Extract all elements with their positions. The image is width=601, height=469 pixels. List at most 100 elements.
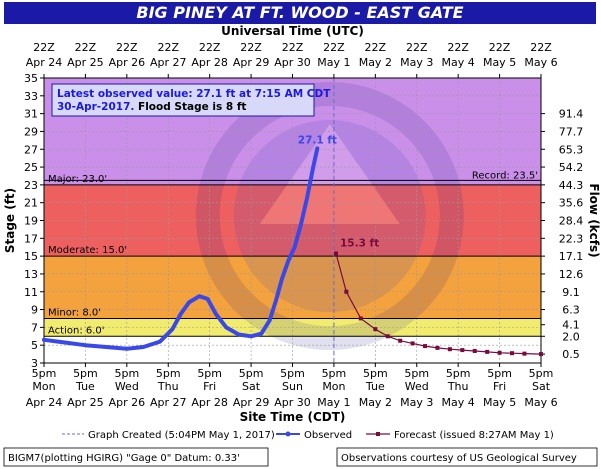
- footer-left-box: [3, 447, 269, 467]
- latest-observation-box: Latest observed value: 27.1 ft at 7:15 A…: [51, 83, 331, 117]
- flood-stage-label-minor: Minor: 8.0': [48, 307, 101, 318]
- legend-forecast-label: Forecast (issued 8:27AM May 1): [394, 430, 554, 441]
- y-tick-label: 11: [24, 286, 38, 299]
- observed-point: [141, 345, 146, 349]
- x-tick-time: 5pm: [446, 367, 471, 380]
- observed-point: [224, 325, 229, 330]
- flow-tick-label: 91.4: [559, 108, 584, 121]
- x-tick-time: 5pm: [197, 367, 222, 380]
- footer-credit-text: Observations courtesy of US Geological S…: [341, 453, 577, 464]
- legend-forecast-marker: [376, 432, 380, 436]
- x-tick-day: Sat: [242, 380, 261, 393]
- top-tick-time: 22Z: [447, 41, 469, 54]
- observed-point: [249, 334, 253, 339]
- top-tick-date: May 6: [524, 56, 557, 69]
- top-tick-time: 22Z: [406, 41, 428, 54]
- top-tick-date: Apr 25: [67, 56, 104, 69]
- footer-datum-text: BIGM7(plotting HGIRG) "Gage 0" Datum: 0.…: [8, 453, 240, 464]
- observed-point: [187, 300, 191, 305]
- observed-point: [274, 298, 278, 303]
- top-tick-time: 22Z: [33, 41, 55, 54]
- forecast-point: [344, 289, 349, 294]
- chart-title-banner: BIG PINEY AT FT. WOOD - EAST GATE: [4, 2, 596, 24]
- x-tick-day: Wed: [115, 380, 139, 393]
- legend: Graph Created (5:04PM May 1, 2017) Observ…: [62, 430, 554, 441]
- y-tick-label: 21: [24, 197, 38, 210]
- top-tick-time: 22Z: [365, 41, 387, 54]
- y-tick-label: 17: [24, 232, 38, 245]
- y-tick-label: 7: [31, 321, 38, 334]
- y-tick-label: 25: [24, 161, 38, 174]
- observed-point: [311, 165, 316, 169]
- x-tick-time: 5pm: [239, 367, 264, 380]
- x-tick-date: Apr 25: [67, 396, 104, 409]
- top-tick-date: Apr 30: [274, 56, 311, 69]
- observed-point: [104, 345, 108, 349]
- x-tick-time: 5pm: [156, 367, 181, 380]
- y-tick-label: 31: [24, 108, 38, 121]
- top-tick-time: 22Z: [282, 41, 304, 54]
- legend-graph-created-label: Graph Created (5:04PM May 1, 2017): [88, 430, 275, 441]
- forecast-point: [373, 327, 378, 332]
- forecast-point: [447, 347, 452, 352]
- flood-stage-label-moderate: Moderate: 15.0': [48, 245, 127, 256]
- x-tick-date: Apr 24: [26, 396, 63, 409]
- watermark-disc: [233, 120, 426, 313]
- observed-point: [214, 312, 218, 316]
- x-tick-day: Fri: [203, 380, 216, 393]
- top-tick-date: Apr 27: [150, 56, 187, 69]
- forecast-point: [497, 350, 502, 355]
- x-axis-title-site-time: Site Time (CDT): [240, 410, 346, 424]
- x-tick-time: 5pm: [363, 367, 388, 380]
- info-latest-value: Latest observed value: 27.1 ft at 7:15 A…: [57, 88, 331, 100]
- forecast-point: [472, 348, 477, 353]
- top-tick-date: May 5: [483, 56, 516, 69]
- legend-observed-marker: [285, 431, 291, 437]
- top-tick-date: May 3: [400, 56, 433, 69]
- forecast-point: [510, 351, 515, 356]
- observed-point: [42, 338, 46, 342]
- top-tick-date: Apr 24: [26, 56, 63, 69]
- forecast-point: [385, 334, 390, 339]
- observed-point: [178, 312, 183, 316]
- forecast-point: [522, 351, 527, 356]
- watermark-bird-shape: [259, 124, 400, 225]
- y-tick-label: 27: [24, 143, 38, 156]
- observed-point: [170, 327, 175, 331]
- forecast-first-label: 15.3 ft: [340, 237, 379, 249]
- x-tick-day: Sat: [532, 380, 551, 393]
- observed-point: [197, 294, 202, 299]
- y-axis-title-stage: Stage (ft): [3, 188, 17, 253]
- observed-point: [259, 331, 264, 336]
- top-tick-date: Apr 26: [109, 56, 146, 69]
- flow-tick-label: 77.7: [559, 125, 584, 138]
- y-axis-title-flow: Flow (kcfs): [587, 183, 601, 257]
- flow-tick-label: 12.6: [559, 268, 584, 281]
- x-tick-day: Tue: [75, 380, 95, 393]
- flow-tick-label: 0.5: [562, 348, 580, 361]
- x-tick-day: Thu: [157, 380, 179, 393]
- observed-point: [280, 276, 284, 281]
- flow-tick-label: 17.1: [559, 250, 584, 263]
- x-tick-date: Apr 28: [191, 396, 228, 409]
- y-tick-label: 33: [24, 90, 38, 103]
- top-tick-date: Apr 28: [191, 56, 228, 69]
- legend-observed-label: Observed: [304, 430, 352, 441]
- x-tick-date: Apr 26: [109, 396, 146, 409]
- observed-point: [286, 258, 291, 263]
- record-stage-label: Record: 23.5': [472, 170, 538, 181]
- y-tick-label: 23: [24, 179, 38, 192]
- top-tick-time: 22Z: [116, 41, 138, 54]
- top-tick-time: 22Z: [323, 41, 345, 54]
- flow-tick-label: 2.0: [562, 330, 580, 343]
- y-tick-label: 15: [24, 250, 38, 263]
- observed-point: [267, 318, 272, 323]
- info-flood-stage: 30-Apr-2017. Flood Stage is 8 ft: [57, 101, 246, 113]
- x-tick-date: May 3: [400, 396, 433, 409]
- observed-point: [158, 339, 162, 344]
- x-tick-day: Thu: [447, 380, 469, 393]
- flow-tick-label: 28.4: [559, 215, 584, 228]
- observed-point: [298, 223, 303, 227]
- x-tick-date: May 5: [483, 396, 516, 409]
- observed-point: [83, 343, 88, 347]
